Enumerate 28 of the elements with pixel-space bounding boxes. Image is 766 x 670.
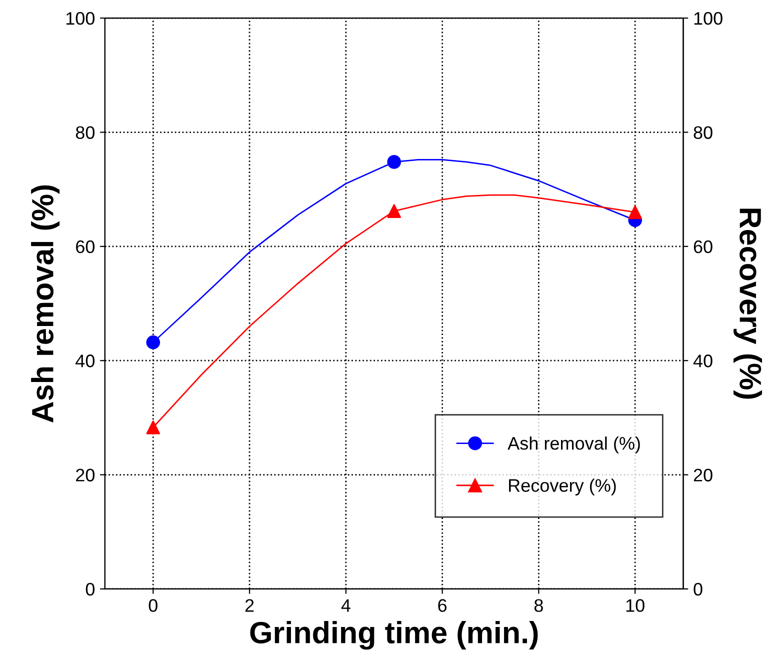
y2-tick-label: 60 — [694, 240, 712, 254]
point — [628, 205, 642, 220]
x-tick-label: 0 — [148, 599, 158, 612]
point — [146, 335, 160, 350]
x-tick-label: 10 — [626, 599, 644, 612]
y-tick-label: 20 — [76, 468, 95, 482]
y2-tick-label: 0 — [694, 582, 702, 596]
y2-tick-label: 80 — [694, 126, 712, 139]
point — [146, 420, 160, 434]
point — [387, 155, 402, 169]
y-tick-label: 80 — [76, 126, 95, 139]
x-tick-label: 4 — [341, 599, 350, 612]
y2-tick-label: 100 — [694, 12, 722, 25]
y-axis-title: Ash removal (%) — [31, 185, 60, 422]
y-tick-label: 0 — [86, 582, 95, 596]
legend-label: Ash removal (%) — [508, 436, 640, 454]
x-tick-label: 2 — [245, 599, 254, 612]
x-tick-label: 8 — [534, 599, 543, 612]
y2-tick-label: 20 — [694, 468, 712, 482]
point — [387, 204, 402, 218]
y-tick-label: 100 — [66, 12, 95, 25]
x-tick-label: 6 — [438, 599, 447, 612]
legend-label: Recovery (%) — [509, 478, 616, 496]
x-axis-title: Grinding time (min.) — [250, 621, 538, 650]
y-tick-label: 40 — [76, 354, 95, 368]
y-tick-label: 60 — [76, 240, 95, 254]
y2-tick-label: 40 — [693, 354, 712, 368]
y2-axis-title: Recovery (%) — [734, 208, 762, 399]
